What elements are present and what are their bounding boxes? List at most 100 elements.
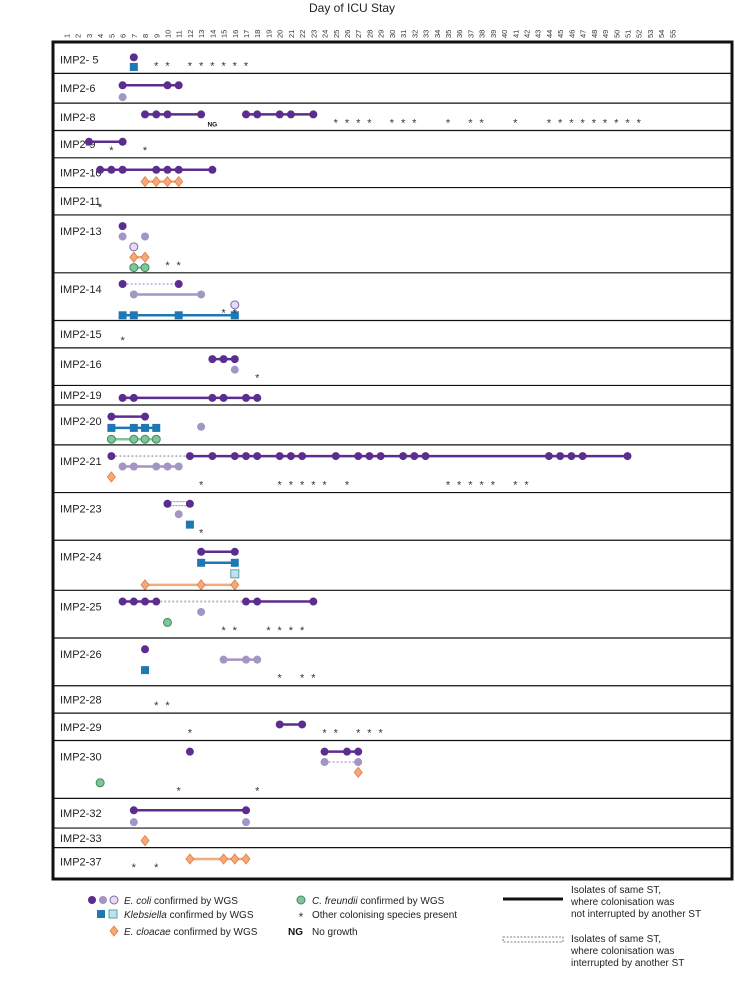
data-point-circle	[107, 412, 116, 421]
x-tick-label: 41	[511, 30, 520, 38]
other-species-star: *	[569, 117, 574, 129]
data-point-circle	[253, 393, 262, 402]
data-point-circle	[320, 747, 329, 756]
other-species-star: *	[625, 117, 630, 129]
data-point-circle	[129, 434, 139, 444]
other-species-star: *	[479, 117, 484, 129]
data-point-circle	[556, 452, 565, 461]
x-tick-label: 11	[175, 30, 184, 38]
patient-label: IMP2-20	[60, 416, 102, 428]
data-point-square	[152, 423, 161, 432]
data-point-circle	[578, 452, 587, 461]
other-species-star: *	[278, 625, 283, 637]
other-species-star: *	[255, 785, 260, 797]
x-tick-label: 3	[85, 34, 94, 38]
x-tick-label: 40	[500, 30, 509, 38]
x-tick-label: 14	[208, 30, 217, 38]
data-point-circle	[141, 232, 150, 241]
other-species-star: *	[479, 480, 484, 492]
other-species-star: *	[244, 60, 249, 72]
patient-label: IMP2-15	[60, 329, 102, 341]
data-point-circle	[141, 597, 150, 606]
data-point-circle	[106, 434, 116, 444]
x-tick-label: 18	[253, 30, 262, 38]
legend-ecoli-label: E. coli confirmed by WGS	[124, 896, 238, 907]
data-point-circle	[275, 452, 284, 461]
data-point-circle	[320, 758, 329, 767]
patient-label: IMP2-19	[60, 390, 102, 402]
data-point-diamond	[174, 175, 184, 188]
patient-row: IMP2-15 *	[53, 329, 732, 349]
legend-star-icon: *	[299, 910, 304, 924]
data-point-circle	[219, 655, 228, 664]
data-point-circle	[141, 110, 150, 119]
legend-solid-text-line: not interrupted by another ST	[571, 909, 701, 920]
legend-freundii-label: C. freundii confirmed by WGS	[312, 896, 445, 907]
data-point-diamond	[106, 471, 116, 483]
data-point-circle	[107, 165, 116, 174]
other-species-star: *	[154, 862, 159, 874]
patient-row: IMP2-6	[53, 81, 732, 104]
data-point-circle	[174, 165, 183, 174]
data-point-diamond	[185, 853, 195, 865]
x-tick-label: 10	[163, 30, 172, 38]
data-point-diamond	[219, 853, 229, 865]
data-point-circle	[185, 747, 194, 756]
x-tick-label: 39	[489, 30, 498, 38]
data-point-diamond	[196, 579, 206, 591]
data-point-circle	[129, 597, 138, 606]
other-species-star: *	[547, 117, 552, 129]
other-species-star: *	[345, 117, 350, 129]
other-species-star: *	[165, 700, 170, 712]
patient-label: IMP2-14	[60, 284, 102, 296]
x-tick-label: 30	[388, 30, 397, 38]
legend-dotted-text-line: where colonisation was	[570, 946, 674, 957]
x-tick-label: 8	[141, 34, 150, 38]
legend-freundii-icon	[296, 895, 306, 905]
data-point-circle	[174, 280, 183, 289]
legend-ecoli-light-icon	[109, 895, 119, 905]
other-species-star: *	[367, 117, 372, 129]
x-tick-label: 6	[119, 34, 128, 38]
patient-label: IMP2-29	[60, 722, 102, 734]
data-point-circle	[140, 263, 150, 273]
patient-row: IMP2-19	[53, 390, 732, 406]
data-point-circle	[230, 547, 239, 556]
x-tick-label: 48	[590, 30, 599, 38]
data-point-circle	[129, 462, 138, 471]
legend-kleb-label: Klebsiella confirmed by WGS	[124, 910, 254, 921]
data-point-diamond	[129, 251, 139, 263]
data-point-circle	[354, 452, 363, 461]
data-point-circle	[208, 165, 217, 174]
data-point-circle	[152, 165, 161, 174]
data-point-circle	[309, 110, 318, 119]
other-species-star: *	[233, 308, 238, 320]
other-species-star: *	[592, 117, 597, 129]
patient-row: IMP2- 5 * * * * * * * *	[53, 53, 732, 74]
other-species-star: *	[580, 117, 585, 129]
legend-dotted-line-icon	[502, 936, 564, 943]
legend-kleb-label-rest: confirmed by WGS	[167, 910, 254, 921]
data-point-circle	[242, 655, 251, 664]
other-species-star: *	[322, 480, 327, 492]
other-species-star: *	[491, 480, 496, 492]
data-point-circle	[197, 547, 206, 556]
data-point-diamond	[162, 175, 172, 188]
data-point-square	[129, 311, 138, 320]
other-species-star: *	[109, 145, 114, 157]
data-point-circle	[410, 452, 419, 461]
other-species-star: *	[233, 625, 238, 637]
data-point-circle	[140, 434, 150, 444]
data-point-circle	[174, 510, 183, 519]
other-species-star: *	[345, 480, 350, 492]
data-point-circle	[174, 81, 183, 90]
data-point-square	[197, 558, 206, 567]
patient-row: IMP2-23 *	[53, 499, 732, 541]
other-species-star: *	[199, 60, 204, 72]
legend-solid-text-line: Isolates of same ST,	[571, 885, 661, 896]
x-tick-label: 44	[545, 30, 554, 38]
data-point-diamond	[241, 853, 251, 865]
x-tick-label: 45	[556, 30, 565, 38]
data-point-circle	[242, 393, 251, 402]
data-point-circle	[309, 597, 318, 606]
